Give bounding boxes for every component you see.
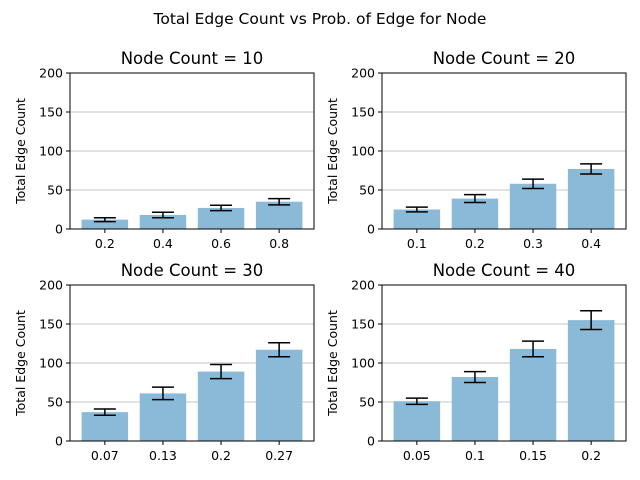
y-tick-label: 0 [367, 434, 375, 449]
bar [567, 320, 615, 441]
bar [451, 377, 499, 441]
x-tick-label: 0.1 [407, 236, 427, 251]
error-bar [93, 216, 116, 223]
y-axis-label: Total Edge Count [325, 98, 340, 205]
error-bar [463, 370, 486, 384]
bar [139, 214, 187, 229]
y-tick-label: 100 [39, 356, 63, 371]
x-tick-label: 0.8 [269, 236, 289, 251]
y-tick-label: 100 [351, 144, 375, 159]
y-tick-label: 150 [39, 105, 63, 120]
x-tick-label: 0.3 [523, 236, 543, 251]
y-axis-label: Total Edge Count [325, 310, 340, 417]
y-tick-label: 50 [47, 183, 63, 198]
y-tick-label: 100 [39, 144, 63, 159]
error-bar [580, 309, 603, 331]
y-tick-label: 200 [351, 278, 375, 293]
x-tick-label: 0.27 [265, 448, 293, 463]
bar [81, 412, 129, 441]
subplot-grid: 0 50 100 150 200 0.2 0.4 0.6 0.8 Node Count = 10 T… [13, 49, 627, 463]
x-tick-label: 0.4 [581, 236, 601, 251]
error-bar [268, 197, 291, 206]
subplot-2: 0 50 100 150 200 0.1 0.2 0.3 0.4 Node Count = 20 T… [325, 49, 627, 251]
error-bar [405, 206, 428, 213]
subplot-title: Node Count = 40 [433, 261, 576, 280]
x-tick-label: 0.1 [465, 448, 485, 463]
y-axis-label: Total Edge Count [13, 310, 28, 417]
subplot-1: 0 50 100 150 200 0.2 0.4 0.6 0.8 Node Count = 10 T… [13, 49, 315, 251]
bar [393, 209, 441, 229]
bar [393, 401, 441, 441]
error-bar [210, 204, 233, 212]
bar [255, 201, 303, 229]
y-tick-label: 150 [39, 317, 63, 332]
bar [567, 168, 615, 229]
bar [197, 371, 245, 441]
y-tick-label: 50 [47, 395, 63, 410]
x-tick-label: 0.15 [519, 448, 547, 463]
subplot-3: 0 50 100 150 200 0.07 0.13 0.2 0.27 Node Count = … [13, 261, 315, 463]
y-tick-label: 0 [55, 434, 63, 449]
x-tick-label: 0.2 [465, 236, 485, 251]
error-bar [580, 163, 603, 175]
y-tick-label: 200 [39, 66, 63, 81]
x-tick-label: 0.07 [91, 448, 119, 463]
error-bar [405, 397, 428, 406]
figure-title: Total Edge Count vs Prob. of Edge for No… [153, 10, 487, 28]
bar [509, 183, 557, 229]
x-tick-label: 0.13 [149, 448, 177, 463]
y-tick-label: 150 [351, 317, 375, 332]
subplot-title: Node Count = 10 [121, 49, 264, 68]
error-bar [522, 178, 545, 190]
y-tick-label: 100 [351, 356, 375, 371]
y-tick-label: 200 [351, 66, 375, 81]
y-tick-label: 150 [351, 105, 375, 120]
subplot-title: Node Count = 20 [433, 49, 576, 68]
error-bar [210, 363, 233, 380]
bar [197, 207, 245, 229]
bar [81, 219, 129, 229]
y-axis-label: Total Edge Count [13, 98, 28, 205]
error-bar [151, 386, 174, 401]
error-bar [268, 341, 291, 358]
error-bar [93, 408, 116, 417]
error-bar [151, 211, 174, 219]
y-tick-label: 200 [39, 278, 63, 293]
bar [139, 393, 187, 441]
bar [509, 348, 557, 441]
subplot-title: Node Count = 30 [121, 261, 264, 280]
y-tick-label: 50 [359, 395, 375, 410]
error-bar [522, 340, 545, 358]
error-bar [463, 193, 486, 204]
x-tick-label: 0.4 [153, 236, 173, 251]
bar [255, 349, 303, 441]
x-tick-label: 0.2 [581, 448, 601, 463]
bar [451, 198, 499, 229]
y-tick-label: 50 [359, 183, 375, 198]
y-tick-label: 0 [55, 222, 63, 237]
x-tick-label: 0.2 [211, 448, 231, 463]
y-tick-label: 0 [367, 222, 375, 237]
x-tick-label: 0.2 [95, 236, 115, 251]
x-tick-label: 0.05 [403, 448, 431, 463]
subplot-4: 0 50 100 150 200 0.05 0.1 0.15 0.2 Node Count = 4… [325, 261, 627, 463]
x-tick-label: 0.6 [211, 236, 231, 251]
